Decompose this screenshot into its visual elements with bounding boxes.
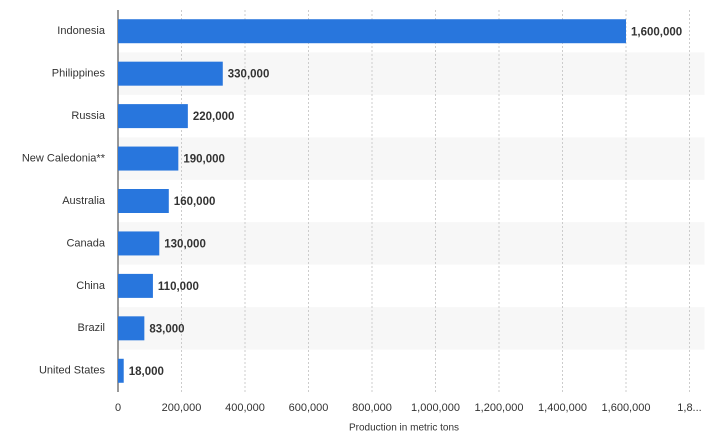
x-axis-title: Production in metric tons	[349, 423, 459, 434]
x-tick-label: 800,000	[352, 402, 392, 414]
value-label: 330,000	[228, 69, 270, 81]
value-label: 18,000	[129, 366, 164, 378]
row-band	[118, 307, 705, 350]
x-tick-label: 200,000	[162, 402, 202, 414]
bar	[118, 146, 179, 171]
y-tick-label: New Caledonia**	[22, 152, 106, 164]
x-tick-label: 1,000,000	[411, 402, 460, 414]
y-tick-label: Canada	[66, 237, 105, 249]
x-tick-label: 1,8...	[677, 402, 701, 414]
value-label: 1,600,000	[631, 26, 682, 38]
y-tick-label: Philippines	[52, 68, 106, 80]
y-tick-label: Australia	[62, 195, 106, 207]
x-tick-label: 1,400,000	[538, 402, 587, 414]
value-label: 190,000	[183, 154, 225, 166]
y-tick-label: United States	[39, 365, 106, 377]
bar	[118, 104, 188, 129]
x-tick-label: 600,000	[289, 402, 329, 414]
value-label: 130,000	[164, 238, 206, 250]
x-tick-label: 1,600,000	[602, 402, 651, 414]
bar	[118, 19, 626, 44]
y-tick-label: Russia	[71, 110, 106, 122]
value-label: 83,000	[149, 323, 184, 335]
bar	[118, 231, 160, 256]
x-tick-label: 1,200,000	[475, 402, 524, 414]
y-tick-label: Brazil	[77, 322, 105, 334]
x-tick-label: 0	[115, 402, 121, 414]
value-label: 110,000	[158, 281, 199, 293]
value-label: 160,000	[174, 196, 216, 208]
bar	[118, 61, 223, 86]
bar	[118, 358, 124, 383]
bar	[118, 273, 153, 298]
bar	[118, 189, 169, 213]
row-band	[118, 222, 705, 265]
y-tick-label: Indonesia	[57, 25, 106, 37]
x-tick-label: 400,000	[225, 402, 265, 414]
y-tick-label: China	[76, 280, 106, 292]
bar	[118, 316, 145, 341]
value-label: 220,000	[193, 111, 235, 123]
row-band	[118, 137, 705, 180]
